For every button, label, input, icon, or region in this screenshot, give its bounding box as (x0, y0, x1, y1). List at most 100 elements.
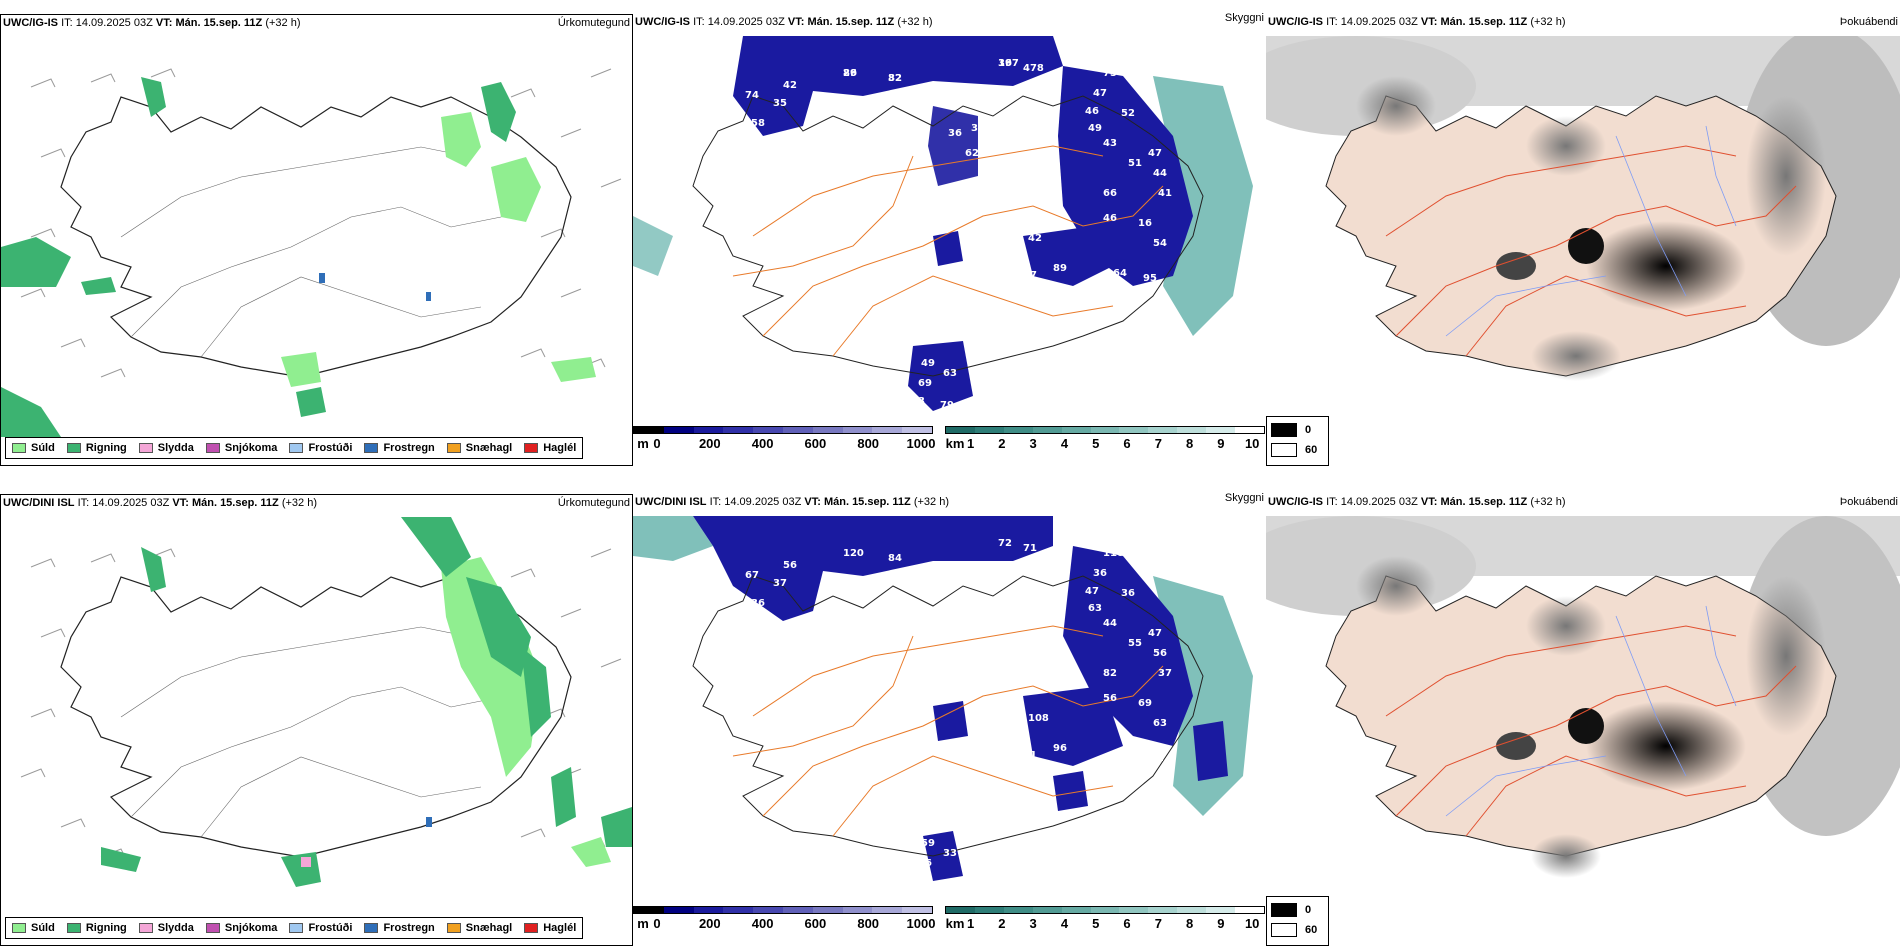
legend-swatch (205, 923, 220, 933)
cloud-visibility-panel: UWC/DINI ISL IT: 14.09.2025 03Z VT: Mán.… (633, 492, 1266, 946)
panel-title: Þokuábendi (1839, 496, 1898, 508)
fog-legend-swatch (1271, 903, 1297, 917)
cloud-base-value: 46 (1103, 213, 1117, 224)
vt-label: VT: (1420, 496, 1438, 508)
legend-item: Súld (12, 922, 55, 934)
it-value: 14.09.2025 03Z (1340, 496, 1418, 508)
colorbar-segment (782, 427, 813, 433)
model-name: UWC/IG-IS (1268, 16, 1323, 28)
fog-index-panel: UWC/IG-IS IT: 14.09.2025 03Z VT: Mán. 15… (1266, 494, 1900, 946)
legend-label: Frostúði (308, 922, 353, 934)
cloud-base-value: 93 (978, 248, 992, 259)
legend-item: Rigning (66, 922, 127, 934)
legend-label: Haglél (543, 922, 577, 934)
cloud-base-value: 41 (1158, 188, 1172, 199)
freezing-rain-spot (426, 817, 432, 827)
cloud-base-value: 16 (1138, 218, 1152, 229)
colorbar-tick: 3 (1029, 436, 1037, 451)
legend-item: Snjókoma (205, 442, 278, 454)
colorbar-tick: 9 (1217, 436, 1225, 451)
legend-item: Snæhagl (446, 442, 513, 454)
iceland-outline (692, 95, 1204, 377)
colorbar-tick: 6 (1123, 916, 1131, 931)
vt-value: Mán. 15.sep. 11Z (1440, 496, 1528, 508)
colorbar-tick: 4 (1060, 916, 1069, 931)
colorbar-tick: 1 (966, 916, 975, 931)
cloud-base-value: 40 (1113, 748, 1127, 759)
fog-map (1266, 36, 1900, 381)
cloud-base-value: 55 (1128, 638, 1142, 649)
precip-map (1, 68, 622, 437)
roads (1385, 625, 1797, 837)
cloud-base-value: 89 (1053, 263, 1067, 274)
colorbar-segment (1148, 907, 1178, 913)
panel-header: UWC/IG-IS IT: 14.09.2025 03Z VT: Mán. 15… (635, 16, 933, 28)
legend-label: Snjókoma (224, 922, 278, 934)
low-cloud-area (693, 516, 1053, 621)
vt-label: VT: (1420, 16, 1438, 28)
fog-legend-label: 60 (1305, 924, 1318, 936)
colorbar-segment (974, 907, 1004, 913)
lead-time: (+32 h) (1530, 16, 1566, 28)
cloud-base-value: 69 (1138, 698, 1152, 709)
cloud-base-value: 64 (1113, 268, 1127, 279)
iceland-outline (60, 576, 572, 858)
cloud-base-value: 95 (1143, 273, 1157, 284)
cloud-base-value: 35 (948, 608, 962, 619)
iceland-outline (60, 96, 572, 378)
it-value: 14.09.2025 03Z (724, 496, 802, 508)
low-cloud-area (923, 831, 963, 881)
cloud-base-value: 96 (1053, 743, 1067, 754)
cloud-base-value: 32 (888, 73, 902, 84)
fog-legend-label: 0 (1305, 424, 1312, 436)
colorbar-segment (1148, 427, 1178, 433)
low-cloud-area (933, 701, 968, 741)
colorbar-tick: 7 (1154, 436, 1162, 451)
row-dini: UWC/DINI ISL IT: 14.09.2025 03Z VT: Mán.… (0, 492, 1900, 950)
vt-label: VT: (172, 497, 189, 509)
legend-swatch (66, 923, 81, 933)
vt-value: Mán. 15.sep. 11Z (1440, 16, 1528, 28)
legend-label: Snæhagl (465, 442, 513, 454)
colorbar-segment (1032, 907, 1062, 913)
colorbar-segment (1003, 907, 1033, 913)
colorbar-tick: 200 (698, 436, 721, 451)
colorbar-tick: 5 (1092, 916, 1100, 931)
legend-label: Snjókoma (224, 442, 278, 454)
colorbar-ticks: km 1 2 3 4 5 6 7 8 9 10 (945, 434, 1265, 451)
cloud-base-value: 63 (1088, 603, 1102, 614)
legend-swatch (138, 923, 153, 933)
cloud-base-value: 43 (1103, 138, 1117, 149)
colorbar-tick: 2 (998, 436, 1006, 451)
cloud-base-value: 87 (1023, 270, 1037, 281)
colorbar-segment (946, 907, 975, 913)
colorbar-segment (1206, 907, 1236, 913)
colorbar-ticks: m 0 200 400 600 800 1000 (633, 434, 936, 451)
low-cloud-area (933, 231, 963, 266)
cloud-base-value: 36 (1093, 568, 1107, 579)
cloud-base-value: 36 (1121, 588, 1135, 599)
colorbar-tick: 400 (751, 436, 774, 451)
fog-index-panel: UWC/IG-IS IT: 14.09.2025 03Z VT: Mán. 15… (1266, 14, 1900, 466)
model-name: UWC/DINI ISL (3, 497, 75, 509)
it-value: 14.09.2025 03Z (75, 17, 153, 29)
cloud-base-value: 56 (1103, 693, 1117, 704)
lead-time: (+32 h) (265, 17, 301, 29)
legend-label: Slydda (157, 922, 194, 934)
colorbar-tick: 0 (653, 916, 661, 931)
legend-item: Frostregn (364, 922, 435, 934)
cloud-base-value: 36 (751, 598, 765, 609)
colorbar-tick: 1000 (906, 436, 936, 451)
cloud-base-value: 89 (843, 68, 857, 79)
colorbar-ticks: km 1 2 3 4 5 6 7 8 9 10 (945, 914, 1265, 931)
colorbar-segment (1119, 427, 1149, 433)
cloud-base-value: 84 (888, 553, 902, 564)
colorbar-segment (782, 907, 813, 913)
colorbar-segment (1119, 907, 1149, 913)
rivers (1445, 125, 1737, 337)
model-name: UWC/DINI ISL (635, 496, 707, 508)
colorbar-segment (1090, 427, 1120, 433)
vt-value: Mán. 15.sep. 11Z (823, 496, 911, 508)
